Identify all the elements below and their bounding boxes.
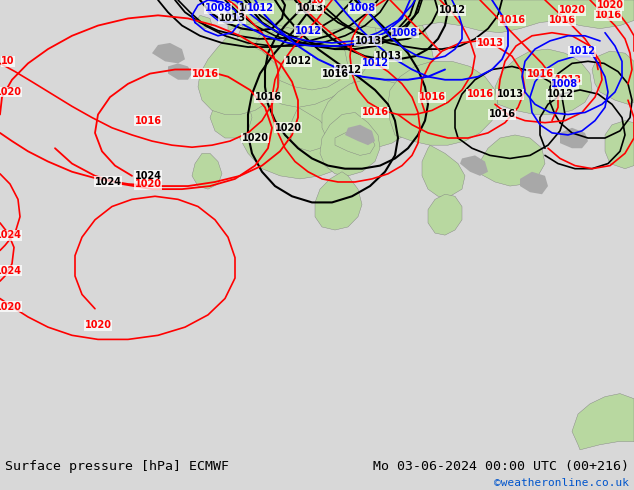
Polygon shape <box>168 63 192 80</box>
Text: 10: 10 <box>311 0 325 5</box>
Polygon shape <box>245 25 348 90</box>
Text: 1013: 1013 <box>375 51 401 61</box>
Text: ©weatheronline.co.uk: ©weatheronline.co.uk <box>494 478 629 488</box>
Text: 1012: 1012 <box>335 65 361 74</box>
Polygon shape <box>422 145 465 196</box>
Polygon shape <box>460 155 488 176</box>
Polygon shape <box>345 125 375 145</box>
Polygon shape <box>388 61 498 145</box>
Text: 1008: 1008 <box>204 3 231 13</box>
Text: 1016: 1016 <box>361 107 389 118</box>
Polygon shape <box>480 135 545 186</box>
Text: 1012: 1012 <box>569 46 595 56</box>
Polygon shape <box>335 131 375 155</box>
Text: 1016: 1016 <box>191 69 219 78</box>
Text: 1013: 1013 <box>555 75 581 85</box>
Polygon shape <box>152 43 185 63</box>
Polygon shape <box>592 51 634 104</box>
Text: 1012: 1012 <box>285 56 311 66</box>
Text: 1020: 1020 <box>0 87 22 97</box>
Text: 1016: 1016 <box>498 16 526 25</box>
Text: 1024: 1024 <box>0 266 22 276</box>
Text: 1013: 1013 <box>354 36 382 46</box>
Polygon shape <box>195 15 212 28</box>
Text: 1016: 1016 <box>134 116 162 125</box>
Polygon shape <box>320 113 380 176</box>
Text: 1024: 1024 <box>94 177 122 187</box>
Polygon shape <box>560 128 588 148</box>
Text: 1020: 1020 <box>559 5 586 15</box>
Polygon shape <box>290 107 328 151</box>
Polygon shape <box>520 172 548 194</box>
Text: 1016: 1016 <box>595 10 621 20</box>
Text: Mo 03-06-2024 00:00 UTC (00+216): Mo 03-06-2024 00:00 UTC (00+216) <box>373 460 629 473</box>
Text: 1016: 1016 <box>526 69 553 78</box>
Text: 1016: 1016 <box>467 89 493 99</box>
Polygon shape <box>210 82 252 138</box>
Text: 1016: 1016 <box>321 69 349 78</box>
Text: 1013: 1013 <box>219 13 245 24</box>
Text: 10: 10 <box>1 56 15 66</box>
Polygon shape <box>605 121 634 169</box>
Text: 1016: 1016 <box>418 92 446 102</box>
Text: 1012: 1012 <box>439 5 465 15</box>
Polygon shape <box>252 0 378 107</box>
Text: 1012: 1012 <box>547 89 574 99</box>
Text: 1012: 1012 <box>295 25 321 36</box>
Polygon shape <box>192 153 222 189</box>
Polygon shape <box>198 36 280 115</box>
Polygon shape <box>428 194 462 235</box>
Text: Surface pressure [hPa] ECMWF: Surface pressure [hPa] ECMWF <box>5 460 229 473</box>
Text: 1020: 1020 <box>84 320 112 330</box>
Text: 1008: 1008 <box>552 79 579 89</box>
Text: 1020: 1020 <box>275 123 302 133</box>
Text: 1020: 1020 <box>597 0 623 10</box>
Text: 1024: 1024 <box>0 230 22 240</box>
Text: 1016: 1016 <box>489 109 515 120</box>
Text: 1013: 1013 <box>477 38 503 48</box>
Polygon shape <box>495 49 592 115</box>
Text: 1013: 1013 <box>297 3 323 13</box>
Text: 1012: 1012 <box>247 3 273 13</box>
Text: 1016: 1016 <box>548 16 576 25</box>
Text: 1020: 1020 <box>134 179 162 189</box>
Text: 1008: 1008 <box>391 28 418 38</box>
Text: 1024: 1024 <box>134 171 162 181</box>
Text: 1013: 1013 <box>238 3 266 13</box>
Text: 1012: 1012 <box>361 58 389 69</box>
Text: 1016: 1016 <box>254 92 281 102</box>
Text: 1020: 1020 <box>0 302 22 312</box>
Polygon shape <box>322 80 420 148</box>
Polygon shape <box>228 0 435 179</box>
Polygon shape <box>228 0 634 33</box>
Polygon shape <box>572 393 634 450</box>
Text: 1008: 1008 <box>349 3 375 13</box>
Polygon shape <box>315 172 362 230</box>
Text: 1013: 1013 <box>496 89 524 99</box>
Text: 1020: 1020 <box>242 133 269 143</box>
